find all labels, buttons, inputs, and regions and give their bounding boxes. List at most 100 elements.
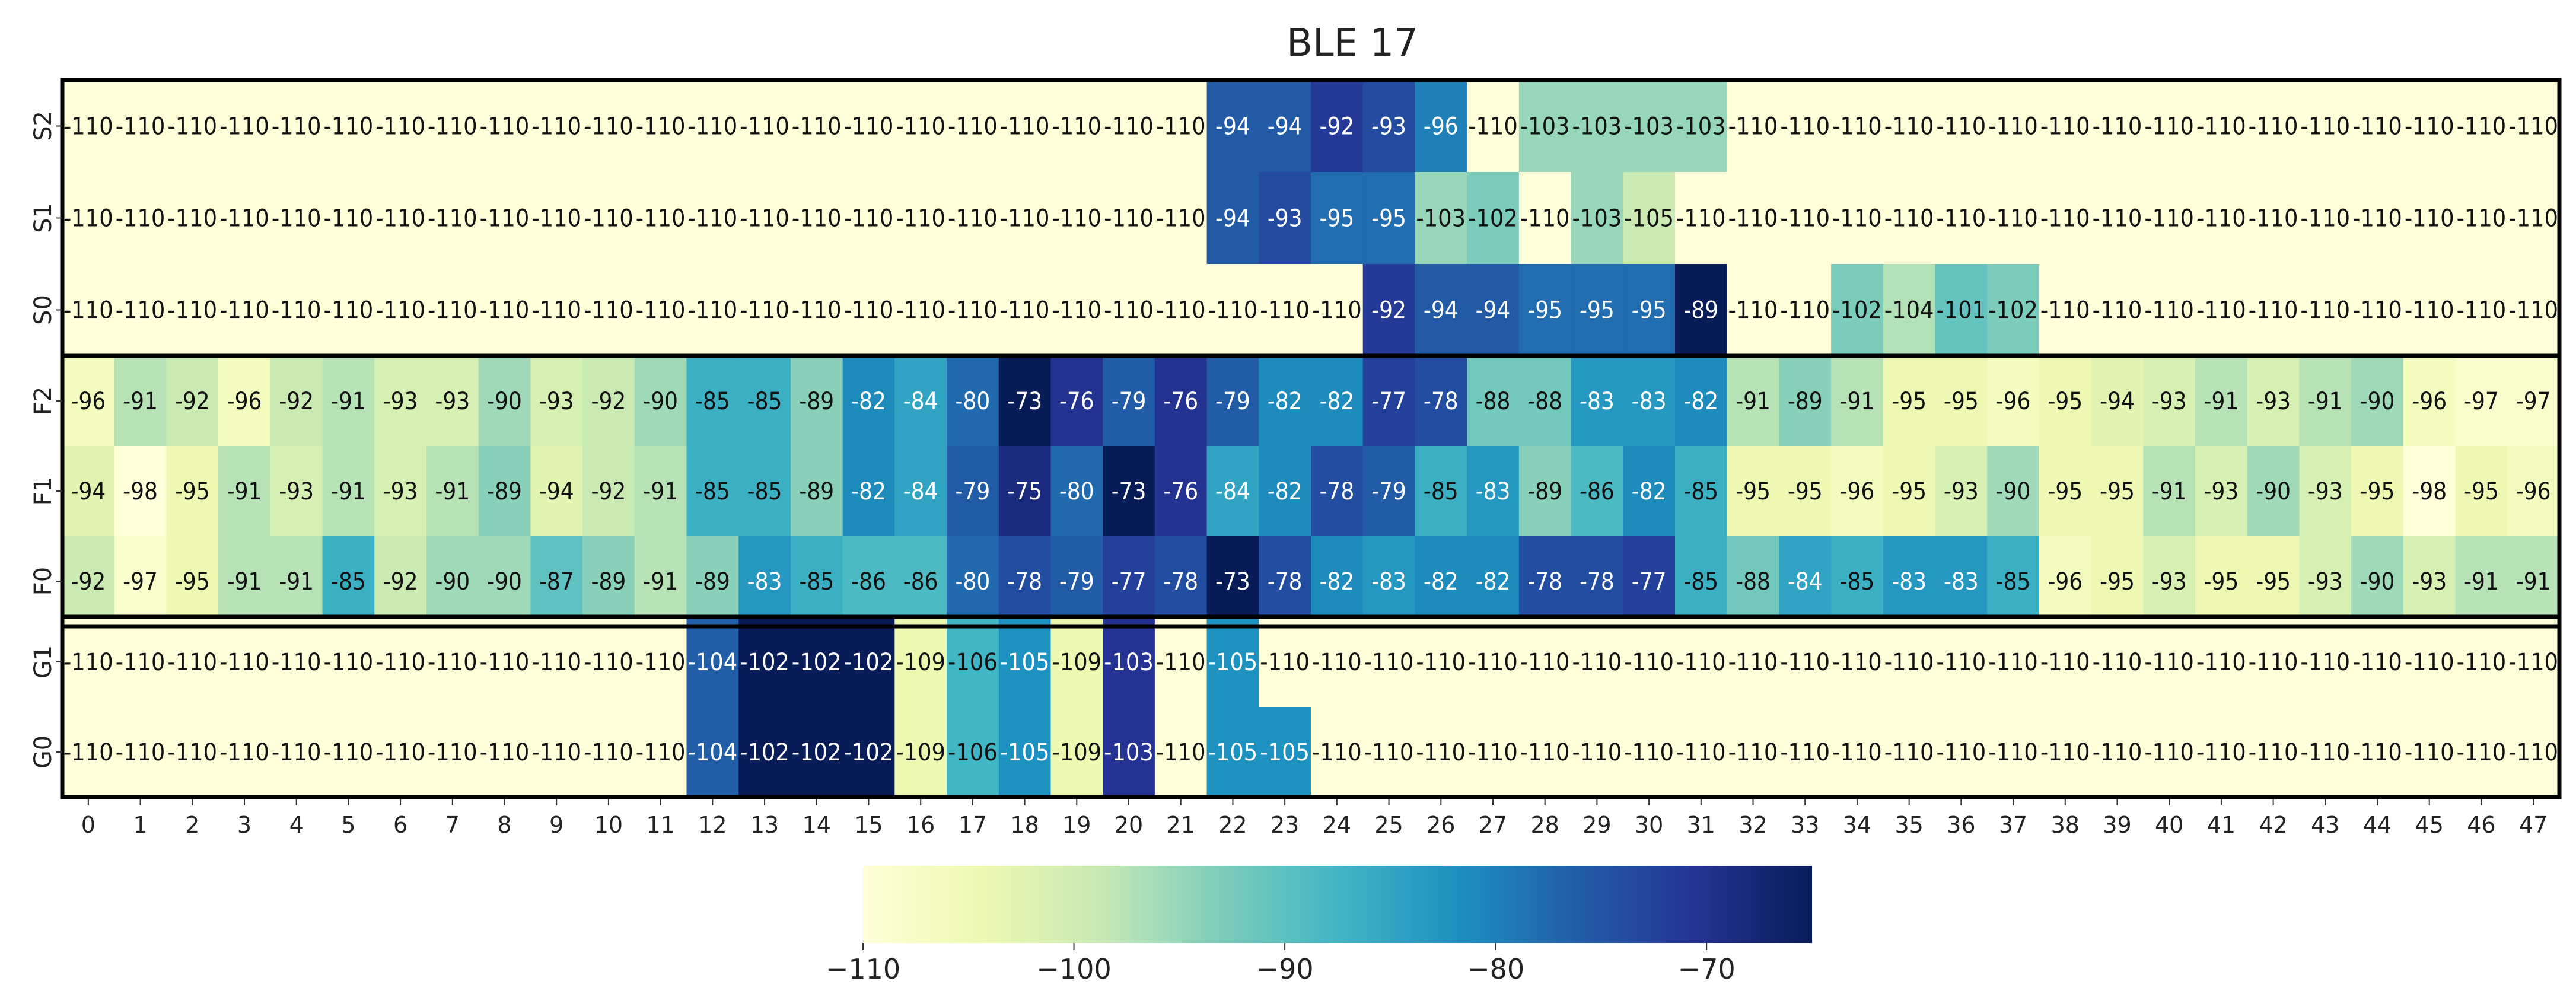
heatmap-cell [2091, 707, 2144, 797]
y-tick-label: F2 [30, 387, 57, 415]
heatmap-cell [1103, 356, 1155, 446]
cell-value-label: -95 [1788, 478, 1823, 505]
cell-value-label: -110 [428, 649, 477, 676]
heatmap-cell [1259, 264, 1311, 356]
cell-value-label: -77 [1371, 388, 1406, 415]
cell-value-label: -110 [584, 297, 633, 324]
cell-value-label: -90 [2360, 568, 2395, 595]
cell-value-label: -110 [2196, 739, 2246, 766]
cell-value-label: -89 [1527, 478, 1562, 505]
cell-value-label: -110 [2508, 205, 2558, 232]
heatmap-cell [322, 707, 375, 797]
cell-value-label: -85 [1424, 478, 1459, 505]
cell-value-label: -98 [2412, 478, 2447, 505]
x-tick-label: 3 [237, 812, 251, 838]
cell-value-label: -85 [695, 388, 730, 415]
heatmap-cell [1154, 617, 1208, 707]
heatmap-cell [426, 80, 479, 172]
cell-value-label: -110 [2040, 205, 2090, 232]
cell-value-label: -78 [1527, 568, 1562, 595]
heatmap-cell [1206, 446, 1259, 536]
cell-value-label: -73 [1112, 478, 1147, 505]
cell-value-label: -110 [896, 297, 945, 324]
cell-value-label: -78 [1007, 568, 1042, 595]
heatmap-cell [1415, 707, 1467, 797]
heatmap-cell [478, 707, 531, 797]
cell-value-label: -92 [1319, 113, 1354, 141]
heatmap-cell [2351, 536, 2404, 626]
cell-value-label: -110 [1052, 205, 1101, 232]
cell-value-label: -97 [2516, 388, 2551, 415]
cell-value-label: -110 [428, 739, 477, 766]
heatmap-cell [1467, 707, 1520, 797]
y-tick-label: G1 [30, 645, 57, 678]
cell-value-label: -95 [2464, 478, 2499, 505]
heatmap-cell [2403, 446, 2456, 536]
cell-value-label: -82 [1683, 388, 1718, 415]
x-tick-label: 1 [133, 812, 147, 838]
heatmap-cell [1206, 536, 1259, 626]
heatmap-cell [1674, 536, 1728, 626]
heatmap-cell [1415, 617, 1467, 707]
x-tick-label: 16 [906, 812, 935, 838]
heatmap-cell [634, 617, 687, 707]
heatmap-cell [530, 707, 583, 797]
x-tick-label: 24 [1323, 812, 1351, 838]
cell-value-label: -95 [1319, 205, 1354, 232]
cell-value-label: -110 [2040, 297, 2090, 324]
cell-value-label: -89 [1788, 388, 1823, 415]
cell-value-label: -110 [688, 297, 738, 324]
heatmap-cell [1831, 80, 1884, 172]
heatmap-cell [166, 80, 219, 172]
heatmap-cell [790, 356, 843, 446]
heatmap-cell [426, 707, 479, 797]
heatmap-cell [738, 536, 791, 626]
heatmap-cell [478, 356, 531, 446]
x-tick-label: 8 [497, 812, 511, 838]
cell-value-label: -82 [1424, 568, 1459, 595]
cell-value-label: -110 [1416, 739, 1466, 766]
heatmap-cell [1259, 446, 1311, 536]
cell-value-label: -110 [2040, 739, 2090, 766]
heatmap-cell [2247, 172, 2300, 264]
cell-value-label: -109 [896, 739, 945, 766]
heatmap-cell [62, 446, 115, 536]
cell-value-label: -110 [948, 113, 998, 141]
cell-value-label: -110 [116, 297, 165, 324]
heatmap-cell [166, 617, 219, 707]
cell-value-label: -110 [1780, 649, 1830, 676]
cell-value-label: -87 [539, 568, 574, 595]
heatmap-cell [790, 707, 843, 797]
heatmap-cell [1987, 536, 2040, 626]
heatmap-cell [114, 536, 167, 626]
heatmap-cell [478, 536, 531, 626]
cell-value-label: -102 [1832, 297, 1882, 324]
x-tick-label: 46 [2467, 812, 2495, 838]
cell-value-label: -110 [375, 739, 425, 766]
heatmap-cell [894, 446, 947, 536]
cell-value-label: -90 [1996, 478, 2031, 505]
cell-value-label: -92 [175, 388, 210, 415]
heatmap-cell [1883, 356, 1936, 446]
x-tick-label: 41 [2207, 812, 2236, 838]
cell-value-label: -110 [1156, 649, 1206, 676]
cell-value-label: -80 [956, 388, 991, 415]
y-tick-label: F1 [30, 477, 57, 505]
cell-value-label: -88 [1736, 568, 1771, 595]
heatmap-cell [114, 707, 167, 797]
heatmap-cell [1206, 172, 1259, 264]
heatmap-cell [2091, 446, 2144, 536]
heatmap-cell [738, 446, 791, 536]
cell-value-label: -91 [1840, 388, 1875, 415]
cell-value-label: -110 [2300, 739, 2350, 766]
cell-value-label: -110 [1572, 649, 1622, 676]
heatmap-cell [62, 617, 115, 707]
x-tick-label: 21 [1167, 812, 1195, 838]
cell-value-label: -110 [792, 205, 842, 232]
heatmap-cell [1050, 446, 1103, 536]
heatmap-cell [530, 356, 583, 446]
cell-value-label: -110 [1884, 205, 1934, 232]
heatmap-cell [2247, 617, 2300, 707]
heatmap-cell [894, 707, 947, 797]
cell-value-label: -110 [375, 649, 425, 676]
